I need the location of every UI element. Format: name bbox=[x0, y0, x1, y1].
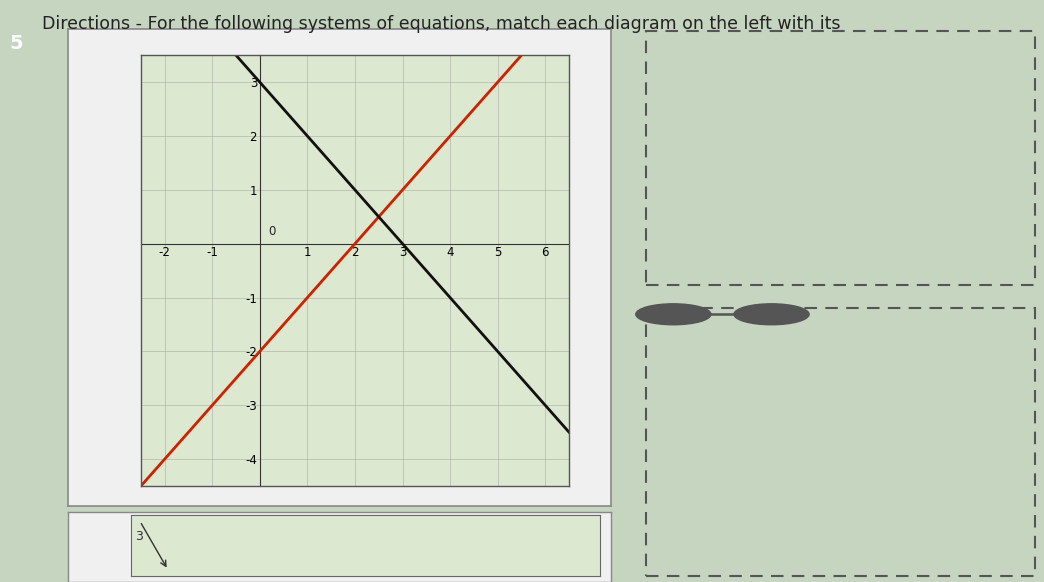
Text: 3: 3 bbox=[136, 530, 143, 543]
Text: 0: 0 bbox=[268, 225, 276, 239]
Circle shape bbox=[734, 304, 809, 325]
Circle shape bbox=[636, 304, 711, 325]
Text: 5: 5 bbox=[9, 34, 24, 53]
Text: Directions - For the following systems of equations, match each diagram on the l: Directions - For the following systems o… bbox=[42, 15, 840, 33]
